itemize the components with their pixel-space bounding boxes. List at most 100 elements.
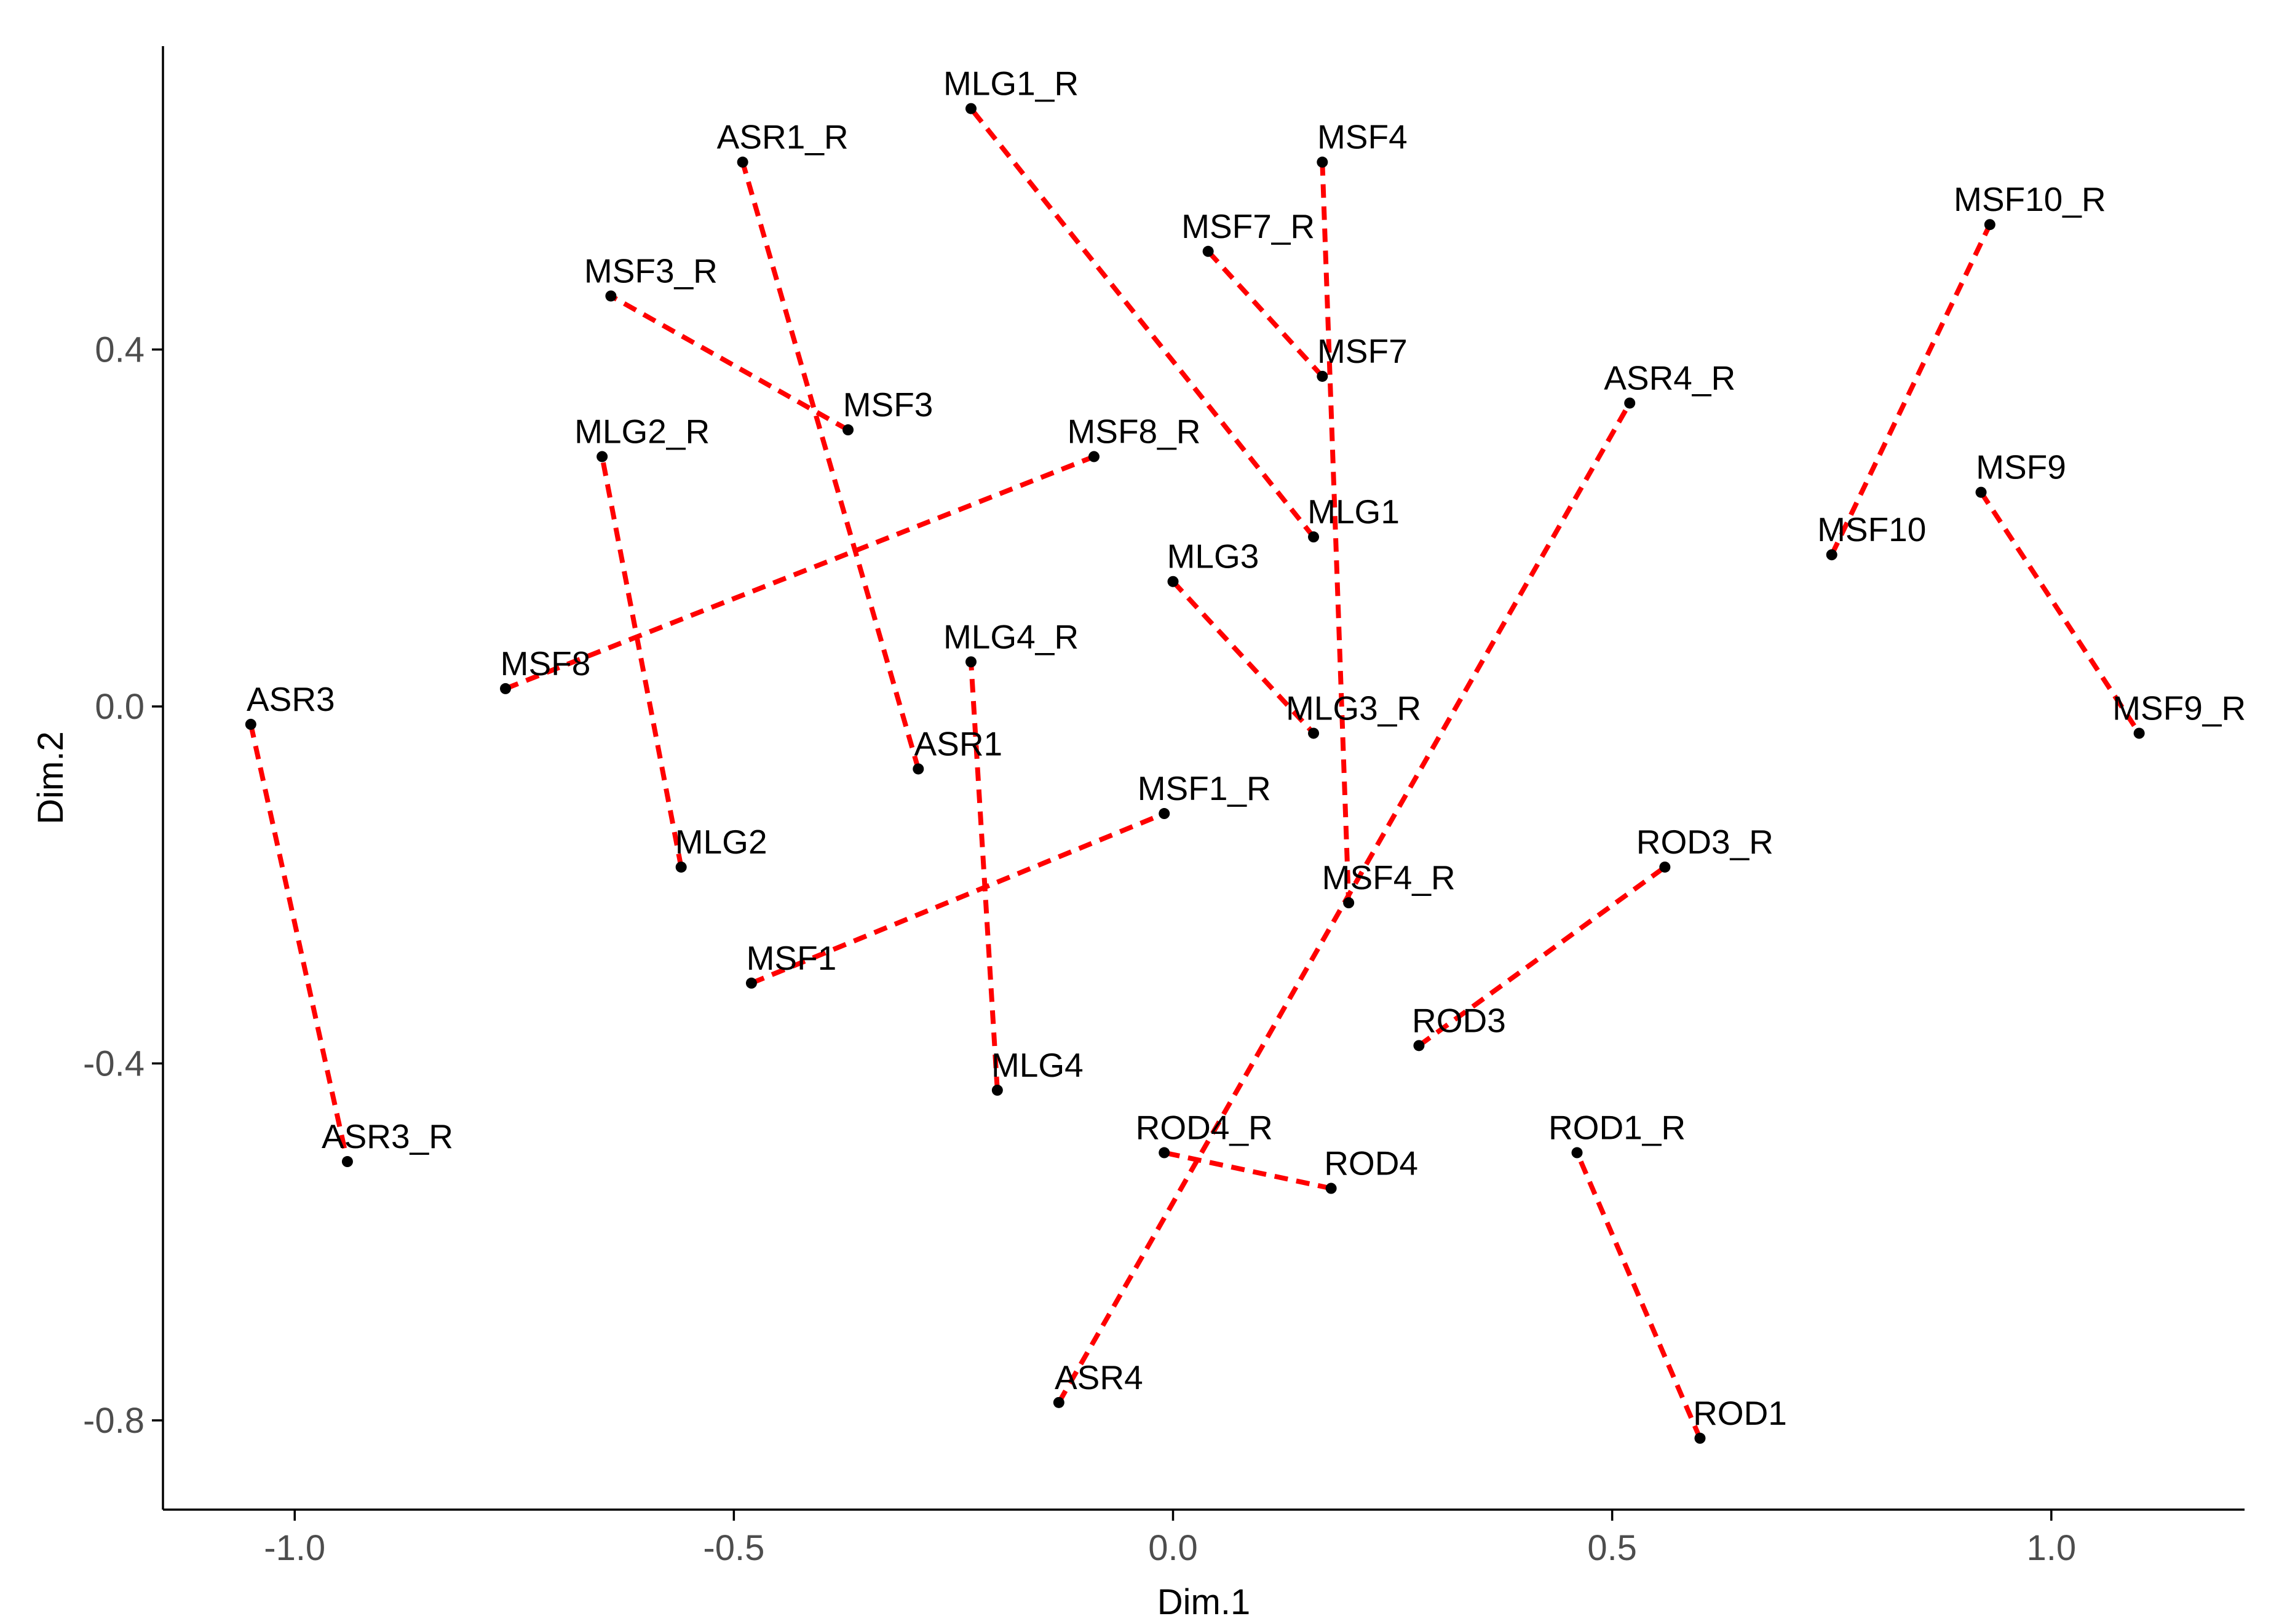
point-mlg1-r [965,103,977,114]
point-label-msf4-r: MSF4_R [1322,858,1456,897]
point-label-asr4: ASR4 [1055,1358,1143,1396]
y-tick-label: -0.4 [83,1044,145,1083]
x-tick-label: -0.5 [703,1528,764,1568]
point-label-msf7-r: MSF7_R [1181,207,1315,245]
link-asr3 [248,724,350,1162]
point-label-msf10: MSF10 [1817,510,1926,549]
point-label-msf7: MSF7 [1317,332,1408,370]
y-tick-label: 0.4 [95,330,145,370]
link-msf7 [1206,250,1325,378]
point-asr3-r [341,1156,353,1168]
point-label-rod3: ROD3 [1412,1001,1506,1039]
point-asr3 [245,718,256,730]
point-msf4 [1317,156,1328,168]
link-asr1 [740,161,921,770]
point-label-rod4-r: ROD4_R [1136,1109,1273,1147]
point-label-msf3-r: MSF3_R [584,252,718,290]
point-msf7 [1317,370,1328,382]
point-label-mlg3: MLG3 [1167,537,1259,576]
point-msf4-r [1343,897,1355,909]
point-msf10 [1826,549,1837,561]
point-mlg2 [675,862,687,873]
y-axis-title: Dim.2 [31,731,71,824]
y-axis-ticks: -0.8 -0.4 0.0 0.4 [83,330,163,1441]
point-asr4 [1053,1396,1064,1408]
link-rod3 [1417,865,1667,1048]
point-msf7-r [1202,245,1214,257]
link-rod1 [1574,1151,1703,1440]
point-mlg3-r [1308,727,1320,739]
links-layer [248,107,2141,1440]
x-tick-label: 0.5 [1587,1528,1637,1568]
point-label-msf3: MSF3 [843,386,933,424]
point-label-rod3-r: ROD3_R [1636,823,1774,861]
point-msf3 [842,424,854,436]
point-rod4 [1325,1182,1337,1194]
link-msf4 [1320,162,1352,903]
point-label-mlg2-r: MLG2_R [574,413,710,451]
point-asr1-r [737,156,748,168]
point-label-asr3-r: ASR3_R [322,1117,453,1155]
point-labels-layer: MLG1_R ASR1_R MSF4 MSF7_R MSF10_R MSF3_R MSF7 A… [247,65,2246,1432]
point-label-rod1-r: ROD1_R [1548,1109,1686,1147]
point-mlg4 [991,1084,1003,1096]
point-label-msf8-r: MSF8_R [1067,413,1200,451]
point-label-msf1-r: MSF1_R [1138,769,1271,807]
point-mlg2-r [596,451,608,462]
x-tick-label: 1.0 [2026,1528,2076,1568]
point-label-mlg1-r: MLG1_R [943,65,1079,103]
x-tick-label: -1.0 [264,1528,325,1568]
point-msf8 [500,683,512,694]
point-asr1 [913,763,924,775]
point-label-mlg4: MLG4 [991,1046,1084,1084]
link-mlg1 [969,107,1316,539]
point-label-mlg1: MLG1 [1307,493,1400,531]
point-msf9 [1975,486,1987,498]
point-rod3 [1413,1040,1425,1052]
point-mlg3 [1167,576,1179,587]
axes: -1.0 -0.5 0.0 0.5 1.0 -0.8 -0.4 0.0 0.4 Dim.1 D… [31,46,2245,1622]
point-label-msf9-r: MSF9_R [2112,689,2246,727]
point-label-msf9: MSF9 [1976,448,2066,486]
point-rod3-r [1659,862,1671,873]
point-msf9-r [2133,727,2145,739]
point-label-asr1-r: ASR1_R [717,118,849,156]
x-axis-title: Dim.1 [1157,1582,1250,1622]
link-msf3 [609,293,850,432]
point-label-mlg4-r: MLG4_R [943,617,1079,656]
x-axis-ticks: -1.0 -0.5 0.0 0.5 1.0 [264,1510,2076,1568]
point-label-asr3: ASR3 [247,680,335,718]
y-tick-label: 0.0 [95,687,145,727]
point-msf3-r [605,290,617,302]
point-msf1 [745,977,757,989]
point-msf10-r [1984,219,1996,231]
point-label-msf1: MSF1 [747,939,837,977]
x-tick-label: 0.0 [1148,1528,1198,1568]
point-msf1-r [1159,808,1170,820]
link-msf1 [750,811,1165,986]
point-mlg1 [1308,531,1320,543]
point-label-asr4-r: ASR4_R [1604,358,1735,397]
point-asr4-r [1624,397,1636,409]
point-label-mlg2: MLG2 [675,823,767,861]
point-rod1 [1694,1432,1706,1444]
link-asr4 [1056,402,1632,1404]
point-label-msf8: MSF8 [501,644,591,683]
point-label-mlg3-r: MLG3_R [1286,689,1421,727]
link-msf8 [504,454,1095,691]
link-mlg2 [600,456,684,868]
point-label-rod1: ROD1 [1693,1394,1787,1432]
point-label-msf10-r: MSF10_R [1954,180,2106,218]
link-msf10 [1829,223,1992,556]
point-label-asr1: ASR1 [914,724,1002,762]
point-rod1-r [1571,1147,1583,1159]
point-label-rod4: ROD4 [1324,1144,1418,1182]
link-msf9 [1979,491,2141,735]
link-mlg3 [1171,580,1315,735]
point-rod4-r [1159,1147,1170,1159]
point-msf8-r [1088,451,1100,462]
link-mlg4 [969,662,1000,1091]
y-tick-label: -0.8 [83,1401,145,1441]
link-rod4 [1163,1150,1332,1191]
